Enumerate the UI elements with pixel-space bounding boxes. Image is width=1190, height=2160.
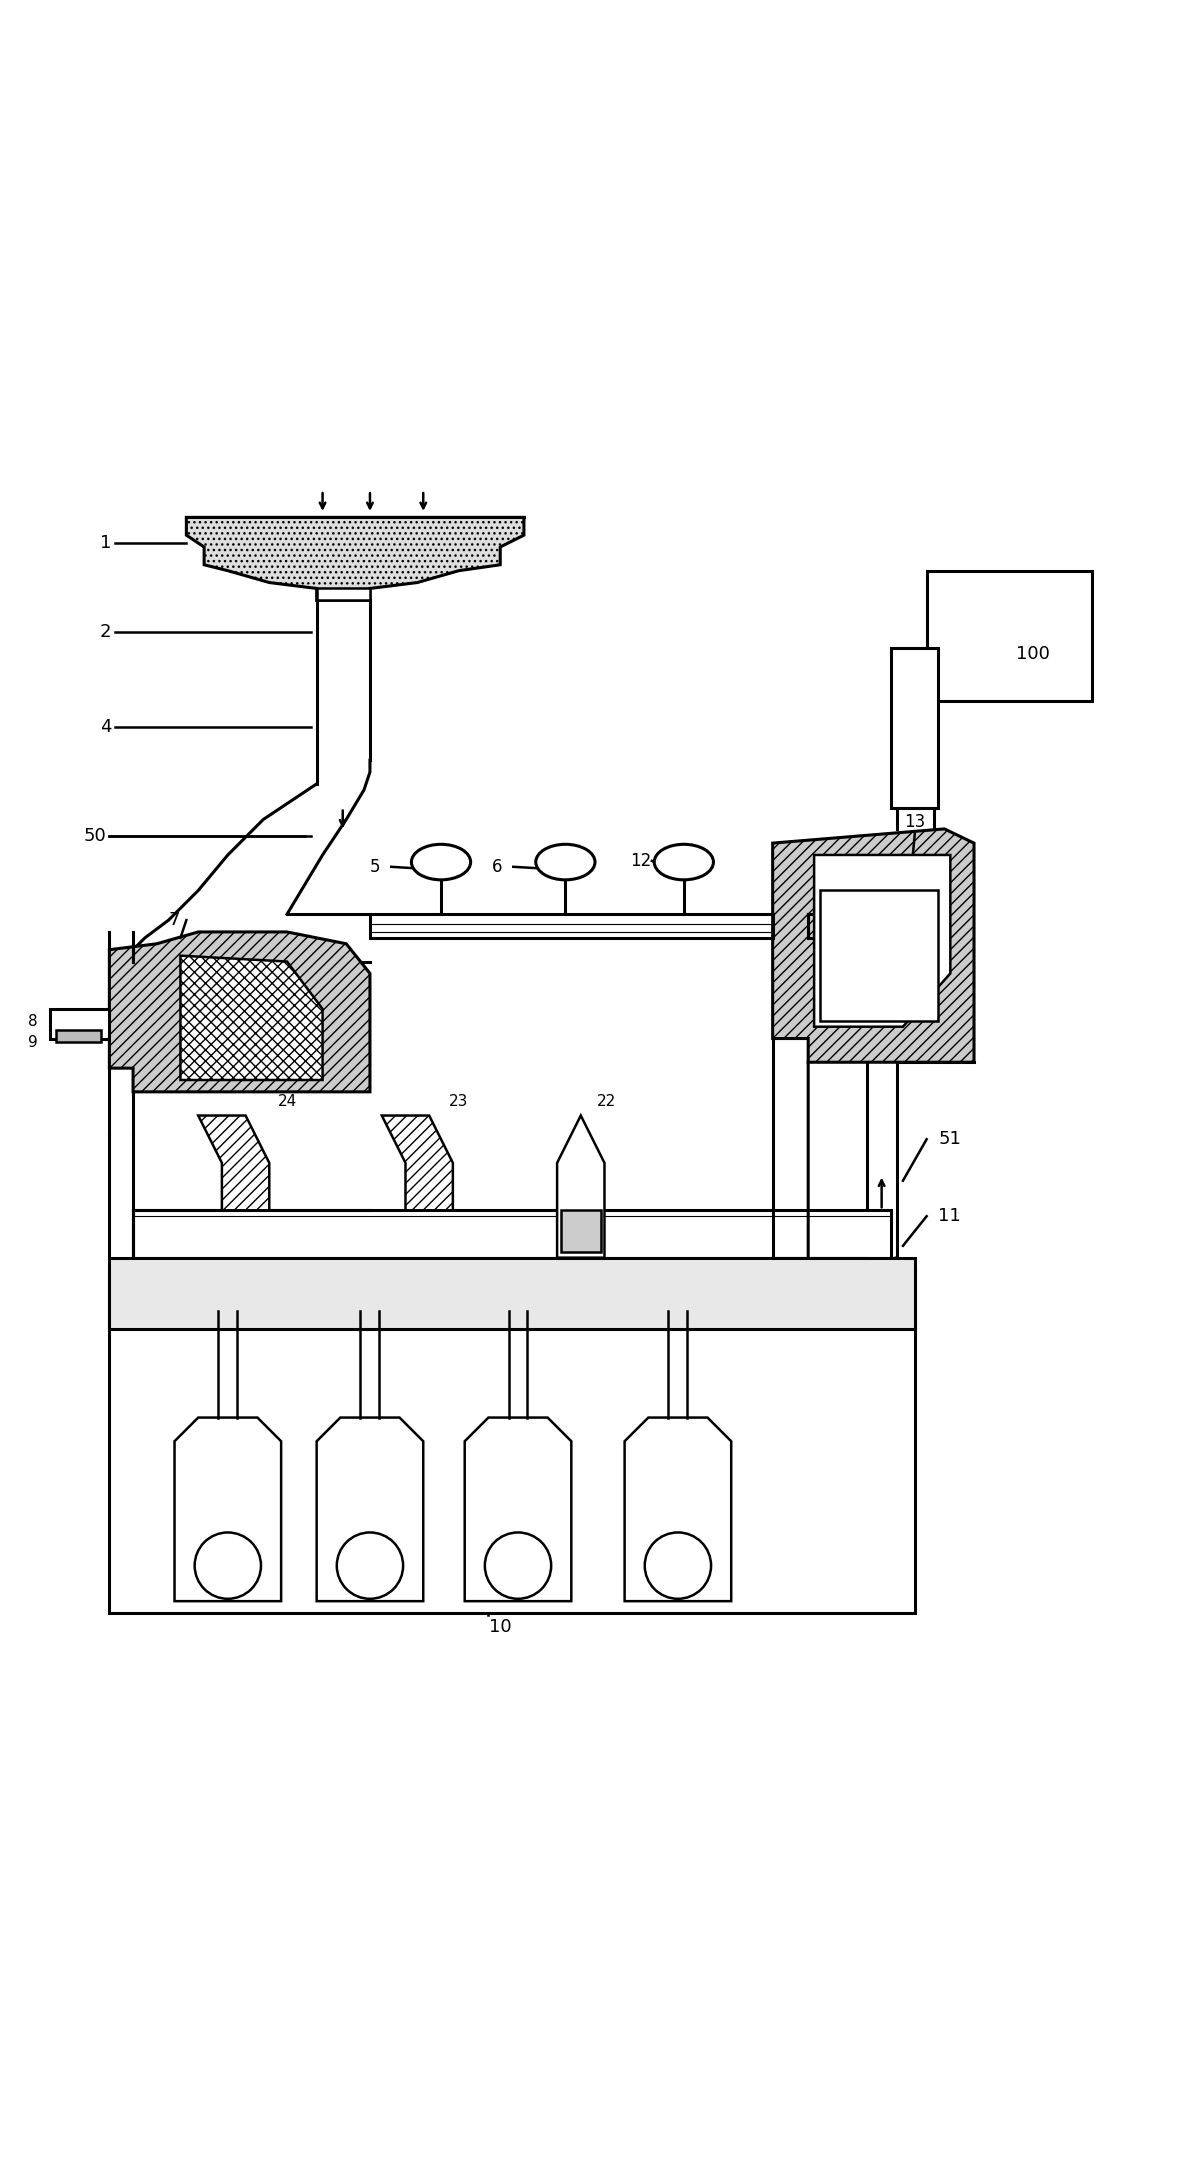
Bar <box>317 588 370 600</box>
Bar <box>50 1009 109 1039</box>
Ellipse shape <box>654 845 714 879</box>
Circle shape <box>645 1531 712 1598</box>
Bar <box>560 1210 601 1253</box>
Polygon shape <box>199 1115 269 1210</box>
Bar <box>56 1030 101 1041</box>
Text: 22: 22 <box>597 1093 616 1108</box>
Text: 12: 12 <box>631 851 652 870</box>
Circle shape <box>195 1531 261 1598</box>
Polygon shape <box>317 1417 424 1601</box>
Text: 9: 9 <box>27 1035 37 1050</box>
Polygon shape <box>625 1417 731 1601</box>
Bar <box>109 1270 915 1614</box>
Text: 23: 23 <box>449 1093 469 1108</box>
Bar <box>891 648 939 808</box>
Bar <box>133 1210 891 1257</box>
Text: 4: 4 <box>100 717 112 737</box>
Circle shape <box>337 1531 403 1598</box>
Text: 50: 50 <box>83 827 106 845</box>
Bar <box>109 1257 915 1328</box>
Text: 51: 51 <box>939 1130 962 1149</box>
Text: 13: 13 <box>904 812 926 832</box>
Bar <box>370 914 808 937</box>
Polygon shape <box>109 931 370 1091</box>
Text: 5: 5 <box>370 858 381 875</box>
Ellipse shape <box>412 845 470 879</box>
Text: 1: 1 <box>100 534 112 553</box>
Text: 24: 24 <box>277 1093 296 1108</box>
Polygon shape <box>557 1115 605 1257</box>
Polygon shape <box>465 1417 571 1601</box>
Text: 11: 11 <box>939 1207 962 1225</box>
Bar <box>927 570 1092 702</box>
Polygon shape <box>772 829 975 1063</box>
Circle shape <box>484 1531 551 1598</box>
Text: 2: 2 <box>100 624 112 642</box>
Text: 100: 100 <box>1016 644 1051 663</box>
Polygon shape <box>382 1115 453 1210</box>
Ellipse shape <box>536 845 595 879</box>
Polygon shape <box>814 855 951 1026</box>
Text: 8: 8 <box>27 1015 37 1030</box>
Text: 6: 6 <box>491 858 502 875</box>
Polygon shape <box>175 1417 281 1601</box>
Text: 10: 10 <box>489 1618 512 1637</box>
Text: 7: 7 <box>169 912 180 929</box>
Bar <box>820 890 939 1022</box>
Polygon shape <box>187 518 524 600</box>
Polygon shape <box>181 955 322 1080</box>
